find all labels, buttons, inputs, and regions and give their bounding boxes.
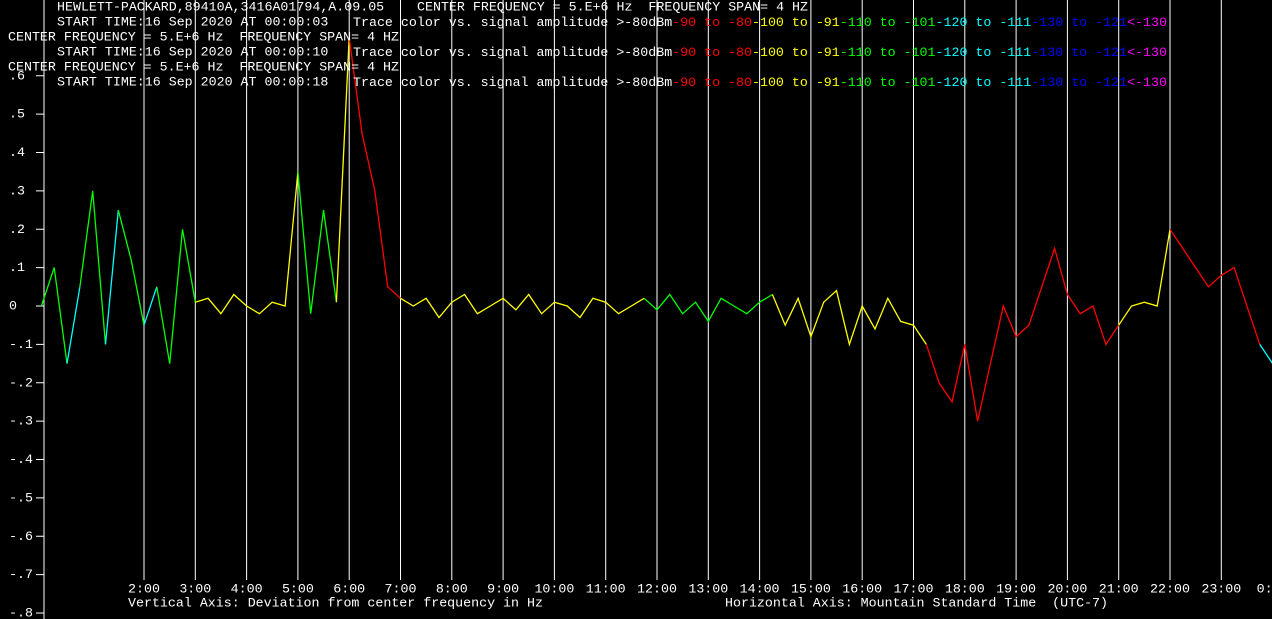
start-time: START TIME:16 Sep 2020 AT 00:00:18 (57, 75, 328, 90)
color-legend-label: Trace color vs. signal amplitude >-80dBm (353, 45, 672, 60)
x-tick-label: 15:00 (791, 582, 831, 597)
color-legend-entry: -120 to -111 (936, 15, 1032, 30)
x-tick-label: 16:00 (842, 582, 882, 597)
y-tick-label: .2 (9, 222, 25, 237)
x-tick-label: 12:00 (637, 582, 677, 597)
start-time: START TIME:16 Sep 2020 AT 00:00:10 (57, 45, 328, 60)
trace (195, 171, 299, 315)
x-tick-label: 18:00 (945, 582, 985, 597)
trace (143, 286, 158, 326)
trace (348, 37, 401, 299)
x-tick-label: 6:00 (333, 582, 365, 597)
trace (156, 229, 196, 364)
y-tick-label: .5 (9, 107, 25, 122)
trace (1118, 229, 1171, 326)
color-legend-entry: -110 to -101 (840, 15, 936, 30)
color-legend-label: Trace color vs. signal amplitude >-80dBm (353, 15, 672, 30)
x-axis-title: Horizontal Axis: Mountain Standard Time … (725, 596, 1108, 611)
trace (771, 289, 927, 347)
x-tick-label: 20:00 (1047, 582, 1087, 597)
color-legend-label: Trace color vs. signal amplitude >-80dBm (353, 75, 672, 90)
color-legend: Trace color vs. signal amplitude >-80dBm… (353, 75, 1167, 90)
trace (1169, 228, 1261, 345)
color-legend-entry: <-130 (1127, 75, 1167, 90)
y-tick-label: .4 (9, 145, 25, 160)
x-tick-label: 3:00 (179, 582, 211, 597)
color-legend-entry: -90 to -80 (672, 75, 752, 90)
color-legend-entry: -100 to -91 (752, 15, 840, 30)
color-legend-entry: <-130 (1127, 15, 1167, 30)
x-tick-label: 8:00 (436, 582, 468, 597)
y-tick-label: -.1 (9, 337, 33, 352)
x-tick-label: 22:00 (1150, 582, 1190, 597)
trace (643, 293, 773, 323)
x-tick-label: 19:00 (996, 582, 1036, 597)
y-tick-label: -.6 (9, 529, 33, 544)
trace (297, 171, 338, 314)
trace (1259, 344, 1272, 364)
trace (925, 246, 1120, 422)
x-tick-label: 0:00 (1257, 582, 1272, 597)
start-time: START TIME:16 Sep 2020 AT 00:00:03 (57, 15, 328, 30)
y-tick-label: .3 (9, 183, 25, 198)
color-legend-entry: -100 to -91 (752, 75, 840, 90)
y-tick-label: -.7 (9, 567, 33, 582)
color-legend-entry: -110 to -101 (840, 45, 936, 60)
color-legend-entry: -90 to -80 (672, 15, 752, 30)
y-tick-label: .1 (9, 260, 25, 275)
y-tick-label: -.8 (9, 606, 33, 619)
x-tick-label: 14:00 (740, 582, 780, 597)
color-legend-entry: -90 to -80 (672, 45, 752, 60)
settings-line: CENTER FREQUENCY = 5.E+6 Hz FREQUENCY SP… (8, 30, 399, 45)
color-legend-entry: -130 to -121 (1031, 15, 1127, 30)
color-legend-entry: -130 to -121 (1031, 45, 1127, 60)
x-tick-label: 5:00 (282, 582, 314, 597)
x-tick-label: 9:00 (487, 582, 519, 597)
x-tick-label: 2:00 (128, 582, 160, 597)
x-tick-label: 13:00 (688, 582, 728, 597)
x-tick-label: 21:00 (1099, 582, 1139, 597)
x-tick-label: 7:00 (385, 582, 417, 597)
y-axis-title: Vertical Axis: Deviation from center fre… (128, 596, 543, 611)
trace (335, 37, 350, 303)
y-tick-label: -.4 (9, 452, 33, 467)
color-legend-entry: -120 to -111 (936, 75, 1032, 90)
x-tick-label: 11:00 (586, 582, 626, 597)
trace (400, 293, 645, 319)
x-tick-label: 17:00 (894, 582, 934, 597)
color-legend: Trace color vs. signal amplitude >-80dBm… (353, 15, 1167, 30)
trace (40, 267, 68, 364)
color-legend-entry: -110 to -101 (840, 75, 936, 90)
x-tick-label: 4:00 (231, 582, 263, 597)
y-tick-label: -.5 (9, 490, 33, 505)
y-tick-label: 0 (9, 299, 17, 314)
y-tick-label: -.2 (9, 375, 33, 390)
trace (117, 209, 145, 326)
x-tick-label: 10:00 (534, 582, 574, 597)
x-tick-label: 23:00 (1201, 582, 1241, 597)
trace (79, 190, 107, 345)
instrument-id: HEWLETT-PACKARD,89410A,3416A01794,A.09.0… (57, 0, 384, 15)
color-legend-entry: -120 to -111 (936, 45, 1032, 60)
y-tick-label: .6 (9, 68, 25, 83)
color-legend: Trace color vs. signal amplitude >-80dBm… (353, 45, 1167, 60)
settings-line: CENTER FREQUENCY = 5.E+6 Hz FREQUENCY SP… (417, 0, 808, 15)
y-tick-label: -.3 (9, 414, 33, 429)
color-legend-entry: -100 to -91 (752, 45, 840, 60)
trace (104, 210, 119, 345)
color-legend-entry: -130 to -121 (1031, 75, 1127, 90)
settings-line: CENTER FREQUENCY = 5.E+6 Hz FREQUENCY SP… (8, 60, 399, 75)
trace (66, 286, 81, 364)
color-legend-entry: <-130 (1127, 45, 1167, 60)
